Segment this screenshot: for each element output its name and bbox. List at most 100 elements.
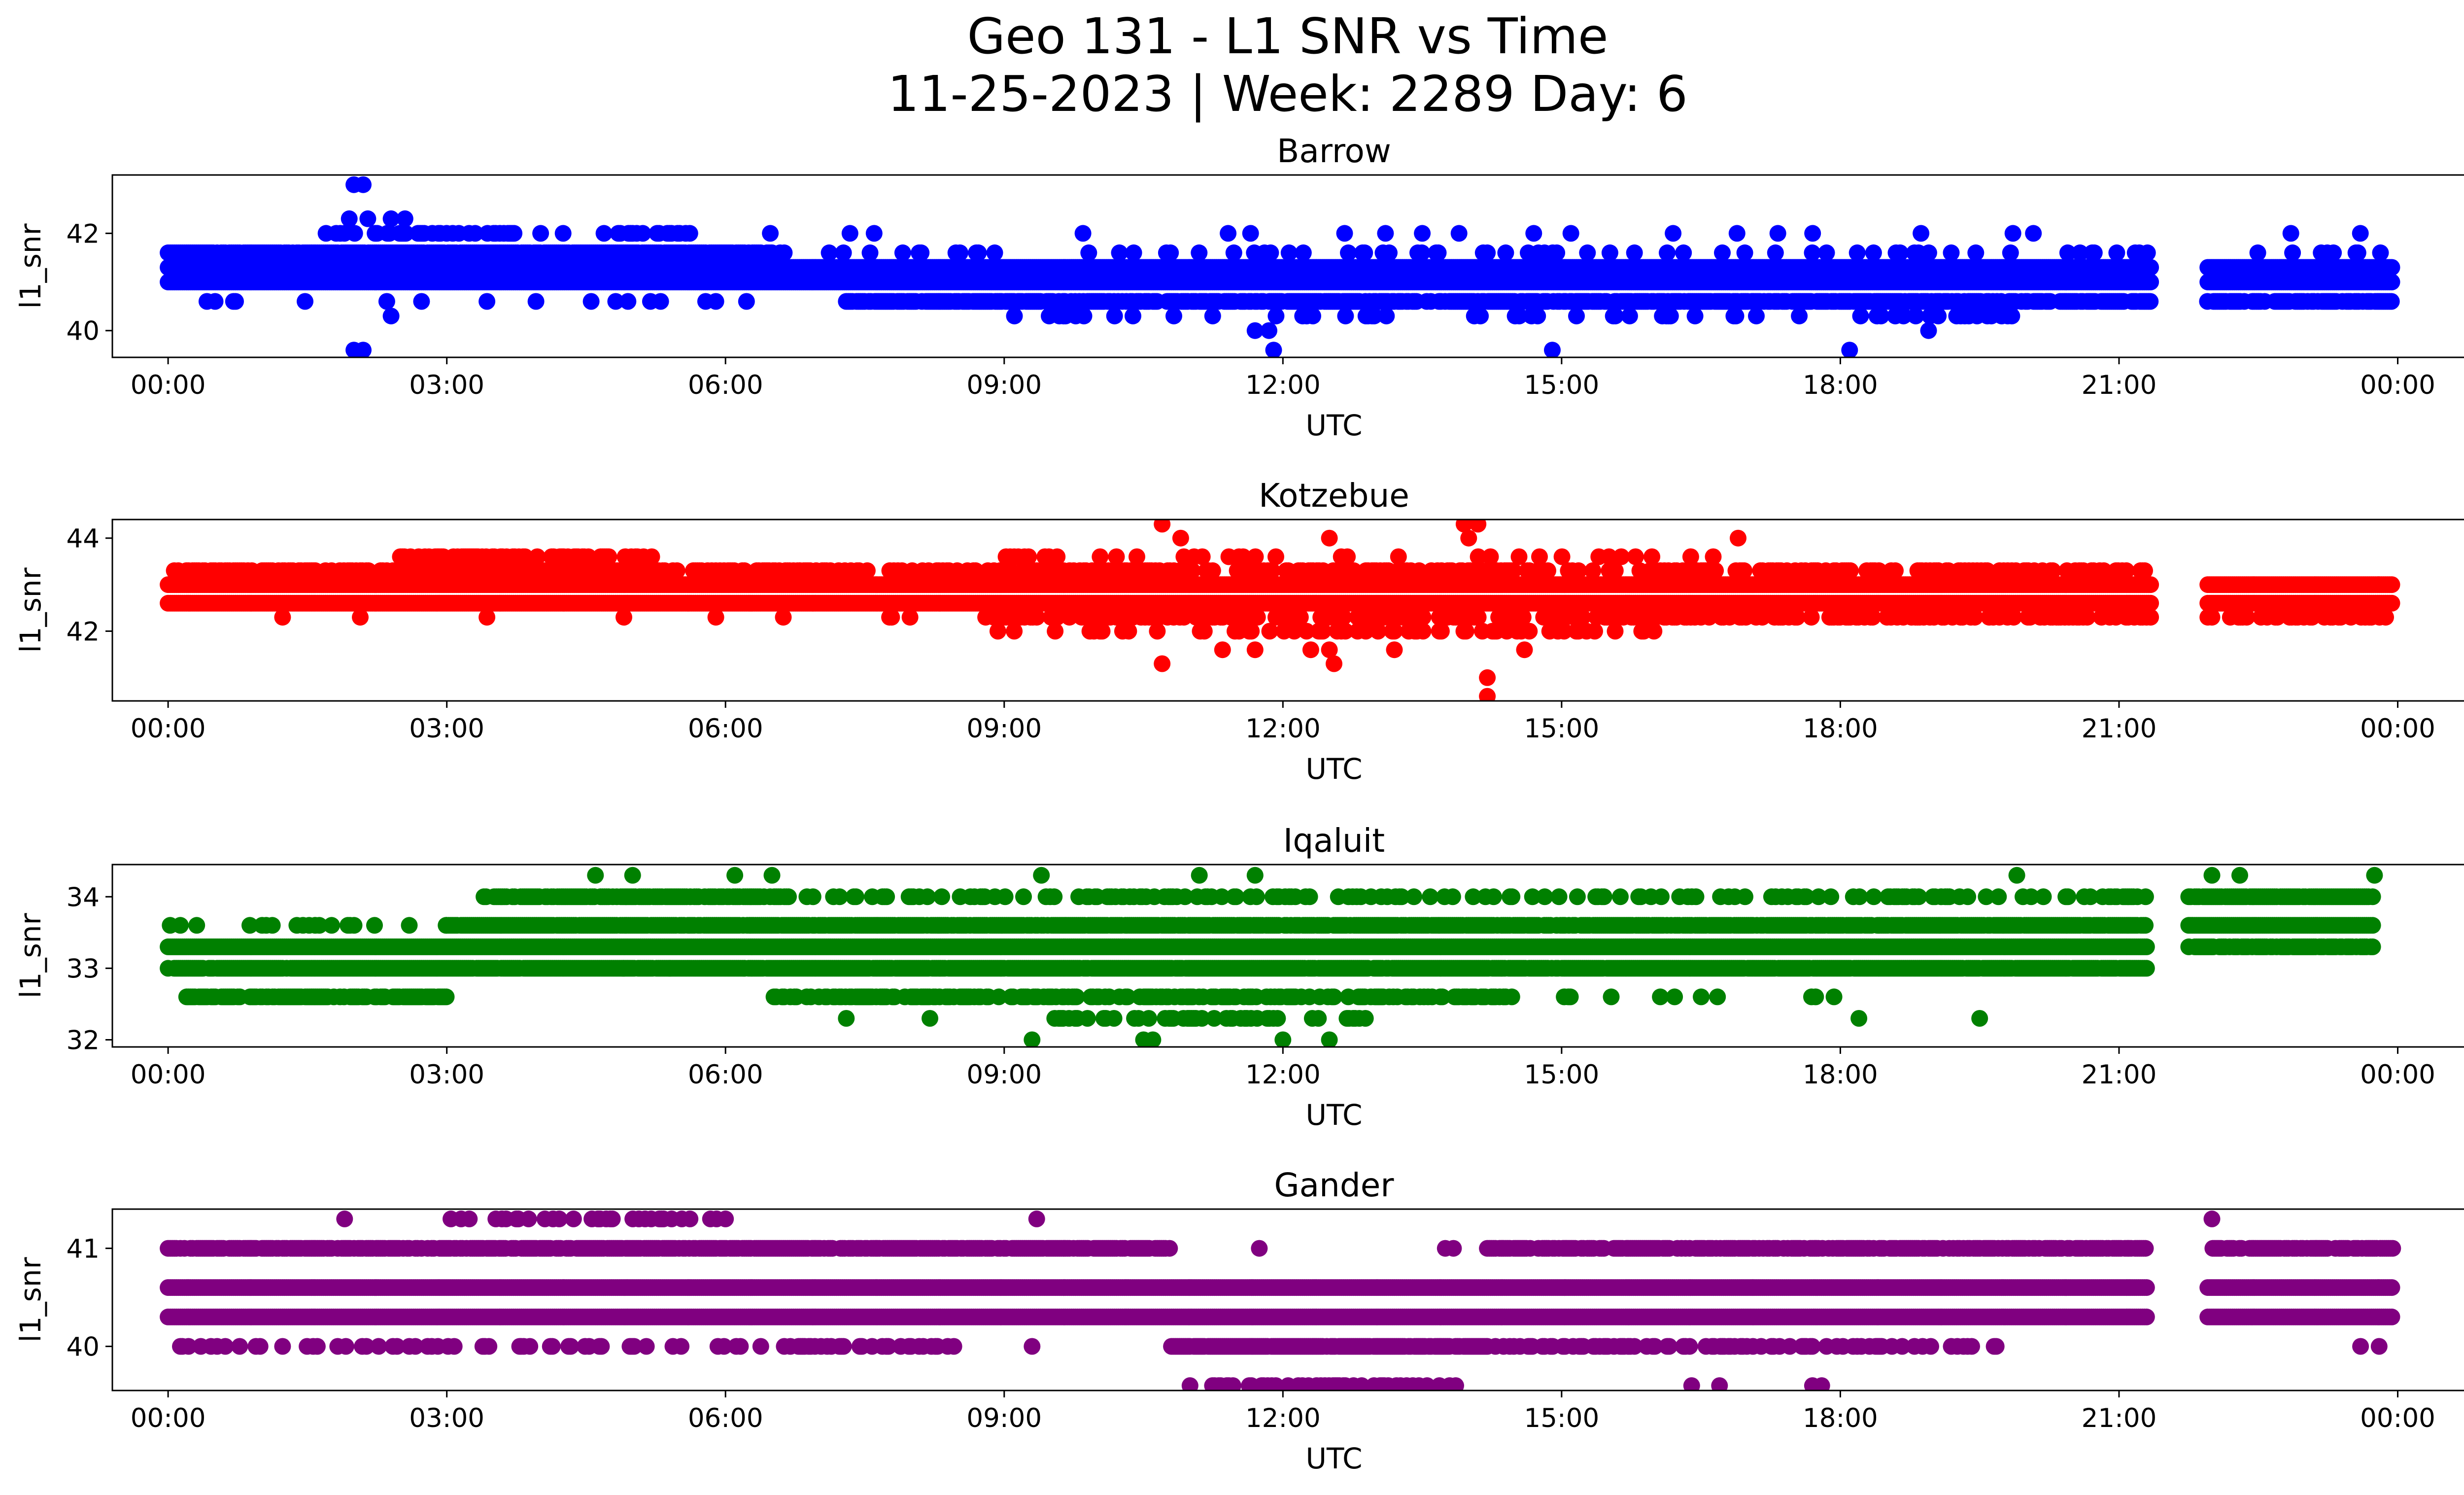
data-point-outlier — [1841, 342, 1858, 357]
data-point — [952, 244, 968, 261]
data-point — [841, 225, 858, 242]
data-point — [1791, 308, 1808, 325]
data-point — [1891, 244, 1909, 261]
data-point — [1568, 308, 1585, 325]
data-point — [652, 293, 669, 310]
y-tick-label: 42 — [67, 219, 100, 249]
data-point — [2383, 594, 2400, 612]
data-point — [1165, 308, 1182, 325]
data-point — [1280, 244, 1298, 261]
data-point — [1769, 225, 1786, 242]
data-point-outlier — [865, 225, 883, 242]
data-point — [2383, 293, 2400, 310]
data-point — [2108, 244, 2125, 261]
data-point-outlier — [1920, 322, 1937, 339]
data-point — [1377, 225, 1394, 242]
y-axis-label: l1_snr — [14, 223, 47, 309]
data-point — [2372, 244, 2389, 261]
data-point — [2325, 244, 2342, 261]
data-point — [1767, 244, 1784, 261]
data-point — [1378, 308, 1395, 325]
data-point — [1607, 308, 1624, 325]
x-tick-label: 09:00 — [966, 370, 1042, 400]
data-points — [160, 520, 2400, 701]
data-point — [1728, 225, 1745, 242]
data-point — [1111, 244, 1128, 261]
data-point — [762, 225, 779, 242]
data-point — [2071, 244, 2088, 261]
data-point — [861, 244, 879, 261]
data-point — [894, 244, 911, 261]
figure-title-line2: 11-25-2023 | Week: 2289 Day: 6 — [888, 65, 1687, 123]
data-point — [1006, 308, 1023, 325]
data-point — [2349, 244, 2366, 261]
data-point — [913, 244, 930, 261]
data-point — [527, 293, 545, 310]
subplot-title: Kotzebue — [1259, 477, 1409, 515]
x-tick-label: 03:00 — [409, 370, 484, 400]
data-point — [206, 293, 224, 310]
data-point — [532, 225, 549, 242]
data-point — [1074, 225, 1092, 242]
data-point — [1907, 308, 1924, 325]
data-point — [2004, 225, 2021, 242]
data-point — [1804, 244, 1821, 261]
data-point-outlier — [359, 210, 376, 227]
data-point-outlier — [1261, 322, 1277, 339]
data-point — [1337, 308, 1354, 325]
data-point-outlier — [355, 342, 372, 357]
data-point — [776, 244, 793, 261]
plot-frame — [111, 174, 2464, 358]
data-point — [1930, 308, 1947, 325]
data-point — [835, 244, 852, 261]
data-point — [1662, 308, 1679, 325]
data-point — [1579, 244, 1596, 261]
data-point — [1472, 308, 1489, 325]
data-point — [1848, 244, 1866, 261]
data-point — [1356, 244, 1373, 261]
data-point-outlier — [1562, 225, 1579, 242]
data-point — [681, 225, 698, 242]
data-point-outlier — [1544, 342, 1561, 357]
data-point — [582, 293, 600, 310]
data-point — [378, 293, 395, 310]
data-point — [1242, 225, 1259, 242]
data-point — [1225, 244, 1242, 261]
data-point-outlier — [382, 308, 400, 325]
data-point — [1865, 244, 1882, 261]
data-point-outlier — [1414, 225, 1431, 242]
data-point — [2142, 293, 2159, 310]
data-point — [506, 225, 523, 242]
data-point — [2142, 594, 2159, 612]
data-point — [1548, 244, 1566, 261]
data-point — [1497, 244, 1514, 261]
data-point — [2142, 274, 2159, 291]
data-point — [1601, 244, 1618, 261]
data-point — [227, 293, 244, 310]
data-point — [2249, 244, 2266, 261]
x-axis-label: UTC — [1306, 409, 1363, 442]
data-point — [1659, 244, 1676, 261]
data-point — [1804, 225, 1821, 242]
data-point — [1450, 225, 1468, 242]
x-tick-label: 18:00 — [1803, 370, 1878, 400]
data-point — [1295, 244, 1312, 261]
data-point — [707, 293, 724, 310]
data-point — [1125, 244, 1142, 261]
data-point — [1125, 308, 1141, 325]
data-point — [1748, 308, 1765, 325]
data-point — [1220, 225, 1237, 242]
data-point — [2383, 259, 2400, 276]
x-tick-label: 15:00 — [1524, 370, 1599, 400]
data-point-outlier — [1246, 322, 1264, 339]
data-point — [1106, 308, 1123, 325]
data-point — [2002, 244, 2019, 261]
data-point — [554, 225, 572, 242]
data-point — [1727, 308, 1745, 325]
data-point-outlier — [355, 176, 372, 193]
data-point — [2059, 244, 2076, 261]
data-point — [1262, 244, 1279, 261]
